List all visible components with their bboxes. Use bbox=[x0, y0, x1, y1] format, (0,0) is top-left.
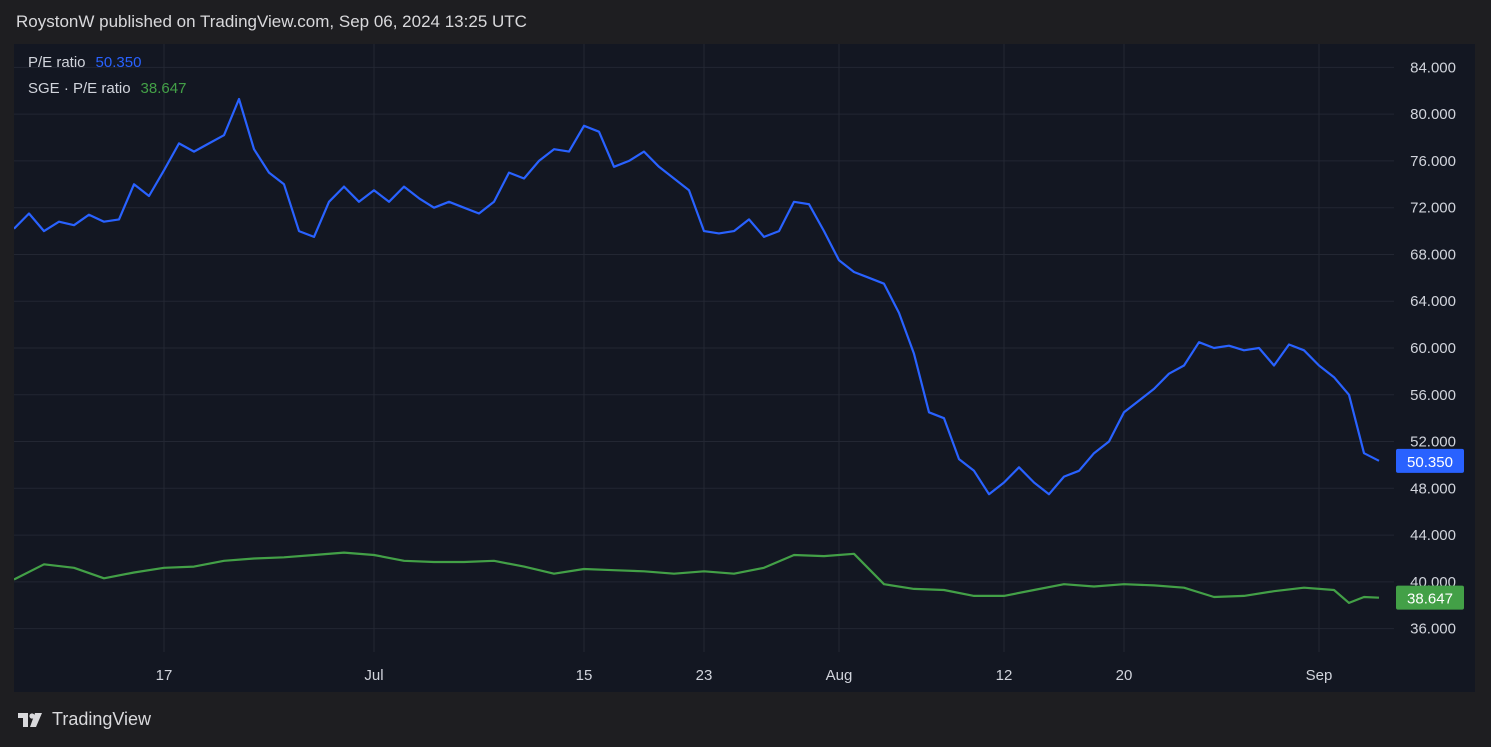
publish-header: RoystonW published on TradingView.com, S… bbox=[16, 12, 527, 31]
series-line-pe-ratio[interactable] bbox=[14, 97, 1380, 496]
y-tick-label: 52.000 bbox=[1410, 434, 1456, 451]
x-axis[interactable]: 17 Jul 15 23 Aug 12 20 Sep bbox=[156, 667, 1333, 684]
y-tick-label: 72.000 bbox=[1410, 200, 1456, 217]
legend-pe-ratio[interactable]: P/E ratio 50.350 bbox=[28, 54, 141, 71]
footer-brand[interactable]: TradingView bbox=[16, 709, 151, 730]
tradingview-logo-icon bbox=[18, 712, 42, 727]
y-tick-label: 56.000 bbox=[1410, 387, 1456, 404]
x-tick-label: 12 bbox=[996, 667, 1013, 684]
last-value-badge-text: 38.647 bbox=[1407, 591, 1453, 608]
y-tick-label: 80.000 bbox=[1410, 106, 1456, 123]
last-value-badge bbox=[1396, 585, 1464, 610]
legend-pe-ratio-label: P/E ratio bbox=[28, 54, 86, 71]
y-tick-label: 44.000 bbox=[1410, 527, 1456, 544]
last-value-badges: 50.350 38.647 bbox=[1396, 448, 1464, 610]
y-tick-label: 76.000 bbox=[1410, 153, 1456, 170]
y-tick-label: 60.000 bbox=[1410, 340, 1456, 357]
x-tick-label: Sep bbox=[1306, 667, 1333, 684]
x-tick-label: 20 bbox=[1116, 667, 1133, 684]
series-layer bbox=[14, 97, 1380, 605]
x-tick-label: Jul bbox=[364, 667, 383, 684]
grid-layer bbox=[14, 44, 1394, 652]
last-value-badge-text: 50.350 bbox=[1407, 454, 1453, 471]
legend-sge-pe-ratio[interactable]: SGE · P/E ratio 38.647 bbox=[28, 80, 186, 97]
footer-brand-name: TradingView bbox=[52, 709, 152, 729]
x-tick-label: 15 bbox=[576, 667, 593, 684]
chart-panel[interactable]: 84.000 80.000 76.000 72.000 68.000 64.000 60.0… bbox=[14, 44, 1475, 692]
chart-svg[interactable]: 84.000 80.000 76.000 72.000 68.000 64.000 60.0… bbox=[14, 44, 1475, 692]
x-tick-label: Aug bbox=[826, 667, 853, 684]
legend-sge-pe-ratio-label: SGE · P/E ratio bbox=[28, 80, 131, 97]
y-tick-label: 64.000 bbox=[1410, 293, 1456, 310]
series-line-sge-pe-ratio[interactable] bbox=[14, 551, 1380, 605]
y-tick-label: 68.000 bbox=[1410, 246, 1456, 263]
x-tick-label: 17 bbox=[156, 667, 173, 684]
last-value-badge bbox=[1396, 448, 1464, 473]
y-tick-label: 48.000 bbox=[1410, 480, 1456, 497]
y-axis[interactable]: 84.000 80.000 76.000 72.000 68.000 64.000 60.0… bbox=[1410, 59, 1456, 637]
x-tick-label: 23 bbox=[696, 667, 713, 684]
legend-pe-ratio-value: 50.350 bbox=[95, 54, 142, 71]
legend-sge-pe-ratio-value: 38.647 bbox=[140, 80, 187, 97]
y-tick-label: 36.000 bbox=[1410, 621, 1456, 638]
y-tick-label: 84.000 bbox=[1410, 59, 1456, 76]
